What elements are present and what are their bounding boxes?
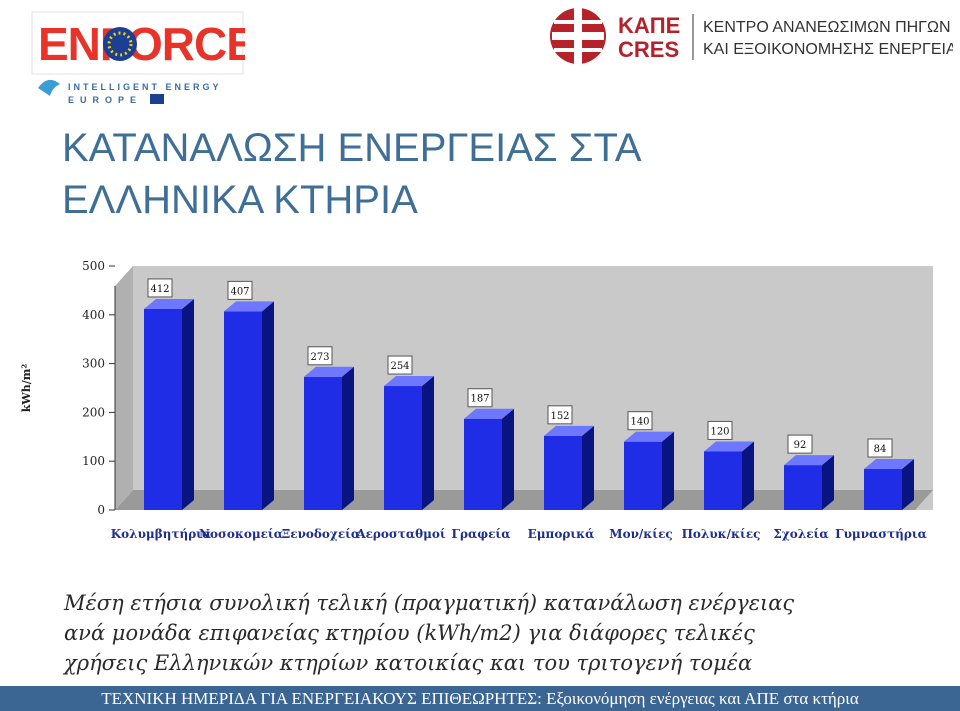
x-tick-label: Ξενοδοχεία <box>282 527 360 541</box>
cres-gr-text: ΚΑΠΕ <box>618 13 680 38</box>
data-label-box <box>387 355 413 375</box>
data-label: 254 <box>390 361 409 372</box>
x-tick-label: Πολυκ/κίες <box>682 527 761 541</box>
x-tick-label: Νοσοκομεία <box>199 527 283 541</box>
data-label: 187 <box>470 394 489 405</box>
x-tick-label: Αεροσταθμοί <box>355 527 446 541</box>
bar-top <box>544 425 594 436</box>
x-tick-label: Εμπορικά <box>528 527 595 541</box>
bar-side <box>262 301 274 510</box>
bar-top <box>864 459 914 470</box>
bar-top <box>304 366 354 377</box>
cres-en-text: CRES <box>618 37 679 62</box>
y-tick-label: 500 <box>82 259 105 273</box>
bar-top <box>144 298 194 309</box>
y-tick-label: 0 <box>97 503 105 517</box>
data-label: 273 <box>310 352 329 363</box>
footer: ΤΕΧΝΙΚΗ ΗΜΕΡΙΔΑ ΓΙΑ ΕΝΕΡΓΕΙΑΚΟΥΣ ΕΠΙΘΕΩΡ… <box>0 686 960 711</box>
caption-line-2: ανά μονάδα επιφανείας κτηρίου (kWh/m2) γ… <box>64 621 755 645</box>
data-label: 84 <box>874 444 887 455</box>
data-label-box <box>627 411 653 431</box>
bar <box>384 386 422 510</box>
data-label-box <box>547 405 573 425</box>
bar-side <box>582 425 594 510</box>
cres-line2: ΚΑΙ ΕΞΟΙΚΟΝΟΜΗΣΗΣ ΕΝΕΡΓΕΙΑΣ <box>703 41 953 58</box>
enforce-logo-text: ENFORCE <box>38 18 245 70</box>
bar-side <box>902 459 914 510</box>
enforce-logo: ENFORCE INTELLIGENT ENERGY EUROPE <box>31 11 245 105</box>
bar-top <box>624 431 674 442</box>
bar <box>224 311 262 510</box>
x-tick-label: Κολυμβητήρια <box>111 527 211 541</box>
bar-side <box>822 455 834 510</box>
y-tick-label: 100 <box>82 454 105 468</box>
data-label-box <box>787 434 813 454</box>
bar <box>784 465 822 510</box>
data-label-box <box>867 438 893 458</box>
title-line-2: ΕΛΛΗΝΙΚΑ ΚΤΗΡΙΑ <box>62 178 418 222</box>
data-label: 152 <box>550 411 569 422</box>
ie-line1: INTELLIGENT ENERGY <box>68 82 222 92</box>
data-label-box <box>707 420 733 440</box>
bar-chart: 0 100 200 300 400 500 kWh/m² 412 Κολυμβητήρια 40… <box>20 259 933 541</box>
bar <box>544 435 582 510</box>
chart-side-wall <box>115 266 133 510</box>
page-title: ΚΑΤΑΝΑΛΩΣΗ ΕΝΕΡΓΕΙΑΣ ΣΤΑ ΕΛΛΗΝΙΚΑ ΚΤΗΡΙΑ <box>62 122 882 226</box>
data-label: 92 <box>794 440 807 451</box>
x-tick-label: Γραφεία <box>452 527 511 541</box>
caption-line-1: Μέση ετήσια συνολική τελική (πραγματική)… <box>64 591 795 615</box>
data-label-box <box>227 280 253 300</box>
data-label-box <box>307 346 333 366</box>
bar-side <box>182 298 194 510</box>
cres-line1: ΚΕΝΤΡΟ ΑΝΑΝΕΩΣΙΜΩΝ ΠΗΓΩΝ <box>703 19 951 36</box>
data-label: 120 <box>710 426 729 437</box>
cres-emblem-icon <box>550 8 606 64</box>
bar-side <box>422 376 434 510</box>
bar-top <box>704 441 754 452</box>
bar-top <box>384 376 434 387</box>
bar-side <box>662 431 674 510</box>
bar <box>624 441 662 510</box>
bar <box>464 418 502 510</box>
x-tick-label: Γυμναστήρια <box>835 527 927 541</box>
eu-flag-icon <box>150 94 164 104</box>
chart-caption: Μέση ετήσια συνολική τελική (πραγματική)… <box>64 588 924 678</box>
title-line-1: ΚΑΤΑΝΑΛΩΣΗ ΕΝΕΡΓΕΙΑΣ ΣΤΑ <box>62 126 642 170</box>
data-label: 412 <box>150 284 169 295</box>
ie-line2: EUROPE <box>68 95 142 105</box>
bar-top <box>224 301 274 312</box>
data-label: 407 <box>230 286 249 297</box>
data-label-box <box>467 388 493 408</box>
caption-line-3: χρήσεις Ελληνικών κτηρίων κατοικίας και … <box>64 651 753 675</box>
header: ENFORCE INTELLIGENT ENERGY EUROPE ΚΑΠΕ C… <box>0 0 960 110</box>
bar-top <box>784 455 834 466</box>
ie-swirl-icon <box>38 79 60 96</box>
y-axis-label: kWh/m² <box>20 364 33 413</box>
cres-logo: ΚΑΠΕ CRES ΚΕΝΤΡΟ ΑΝΑΝΕΩΣΙΜΩΝ ΠΗΓΩΝ ΚΑΙ Ε… <box>548 4 953 68</box>
bar <box>144 308 182 510</box>
data-label-box <box>147 278 173 298</box>
bar <box>304 376 342 510</box>
y-tick-label: 200 <box>82 405 105 419</box>
bar <box>704 451 742 510</box>
x-tick-label: Σχολεία <box>773 527 828 541</box>
data-label: 140 <box>630 417 649 428</box>
y-tick-label: 300 <box>82 357 105 371</box>
x-tick-label: Μον/κίες <box>609 527 672 541</box>
bar-side <box>502 408 514 510</box>
bar-side <box>742 441 754 510</box>
y-tick-label: 400 <box>82 308 105 322</box>
bar-top <box>464 408 514 419</box>
bar <box>864 469 902 510</box>
bar-side <box>342 366 354 510</box>
